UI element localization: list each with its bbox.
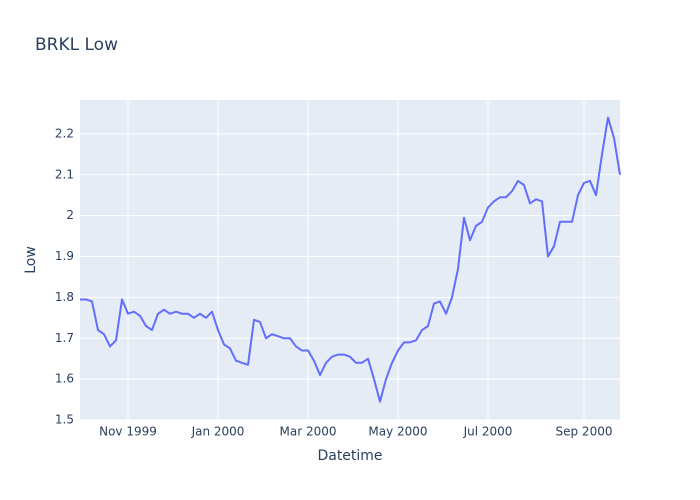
y-tick-label: 2.1	[55, 167, 74, 181]
x-tick-label: Nov 1999	[99, 425, 157, 439]
plot-area	[80, 100, 620, 420]
x-axis-title: Datetime	[317, 448, 382, 464]
x-tick-label: May 2000	[368, 425, 427, 439]
y-tick-label: 1.8	[55, 290, 74, 304]
y-tick-label: 1.9	[55, 249, 74, 263]
y-tick-label: 1.6	[55, 372, 74, 386]
y-tick-label: 1.7	[55, 331, 74, 345]
x-tick-label: Sep 2000	[556, 425, 613, 439]
x-tick-label: Mar 2000	[280, 425, 337, 439]
chart-title: BRKL Low	[35, 35, 118, 55]
y-tick-label: 2	[66, 208, 74, 222]
x-tick-label: Jul 2000	[463, 425, 513, 439]
y-tick-label: 2.2	[55, 126, 74, 140]
x-tick-label: Jan 2000	[191, 425, 245, 439]
y-tick-label: 1.5	[55, 413, 74, 427]
data-line	[80, 116, 621, 403]
y-axis-title: Low	[23, 246, 39, 274]
